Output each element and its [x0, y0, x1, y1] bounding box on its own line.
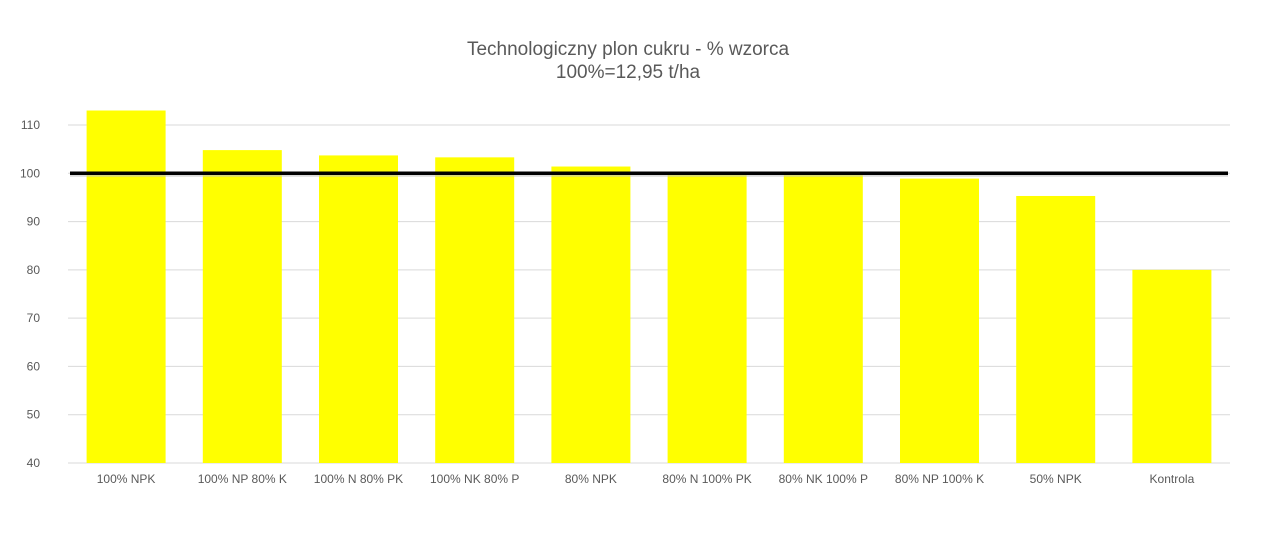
x-category-label: 100% N 80% PK — [314, 472, 403, 486]
bar — [1016, 195, 1096, 464]
y-tick-label: 110 — [21, 118, 40, 132]
y-tick-label: 40 — [27, 456, 41, 470]
y-tick-label: 50 — [27, 408, 41, 422]
reference-line-group — [70, 171, 1228, 177]
bar — [783, 174, 863, 463]
x-category-label: 80% NP 100% K — [895, 472, 984, 486]
bar — [551, 166, 631, 464]
y-tick-label: 100 — [20, 166, 40, 180]
bar — [900, 178, 979, 463]
y-tick-label: 80 — [27, 263, 41, 277]
x-category-label: 80% NPK — [565, 472, 617, 486]
y-tick-label: 70 — [27, 311, 41, 325]
bar — [86, 110, 166, 463]
bar — [1132, 269, 1212, 463]
x-category-label: 80% NK 100% P — [779, 472, 868, 486]
x-axis-labels: 100% NPK 100% NP 80% K 100% N 80% PK 100% N… — [97, 472, 1195, 486]
x-category-label: Kontrola — [1150, 472, 1195, 486]
x-category-label: 100% NP 80% K — [198, 472, 287, 486]
bar — [435, 157, 515, 463]
chart-title-group: Technologiczny plon cukru - % wzorca 100… — [467, 39, 790, 83]
bar — [667, 174, 747, 463]
bar — [319, 155, 398, 464]
bar — [202, 150, 282, 463]
y-tick-label: 60 — [27, 359, 41, 373]
x-category-label: 100% NK 80% P — [430, 472, 519, 486]
bars — [86, 110, 1212, 464]
y-axis-ticks: 40 50 60 70 80 90 100 110 — [20, 118, 40, 470]
y-tick-label: 90 — [27, 215, 41, 229]
chart-title: Technologiczny plon cukru - % wzorca — [467, 39, 790, 60]
chart-subtitle: 100%=12,95 t/ha — [556, 62, 701, 83]
x-category-label: 80% N 100% PK — [662, 472, 751, 486]
x-category-label: 50% NPK — [1030, 472, 1082, 486]
x-category-label: 100% NPK — [97, 472, 156, 486]
